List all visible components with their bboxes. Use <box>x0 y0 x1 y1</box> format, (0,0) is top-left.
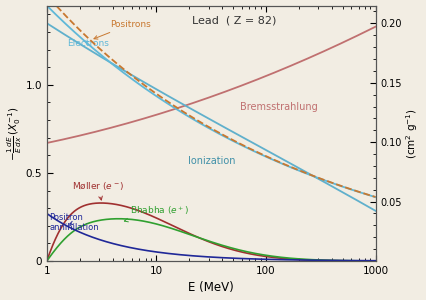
Text: Positron
annihilation: Positron annihilation <box>49 213 99 232</box>
Text: Ionization: Ionization <box>188 157 236 166</box>
Text: Electrons: Electrons <box>68 39 109 48</box>
Y-axis label: $-\frac{1}{E}\frac{dE}{dx}\,(X_0^{-1})$: $-\frac{1}{E}\frac{dE}{dx}\,(X_0^{-1})$ <box>6 106 24 161</box>
Text: Bremsstrahlung: Bremsstrahlung <box>239 102 317 112</box>
Text: Bhabha $(e^+)$: Bhabha $(e^+)$ <box>124 205 190 222</box>
Text: Positrons: Positrons <box>94 20 151 39</box>
Text: Lead  ( Z = 82): Lead ( Z = 82) <box>192 16 276 26</box>
Y-axis label: (cm$^2$ g$^{-1}$): (cm$^2$ g$^{-1}$) <box>405 108 420 159</box>
X-axis label: E (MeV): E (MeV) <box>188 281 234 294</box>
Text: Møller $(e^-)$: Møller $(e^-)$ <box>72 180 124 200</box>
